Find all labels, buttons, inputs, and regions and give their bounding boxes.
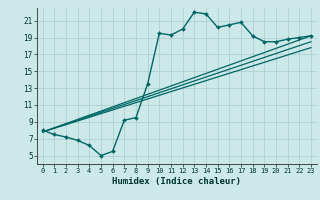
X-axis label: Humidex (Indice chaleur): Humidex (Indice chaleur) — [112, 177, 241, 186]
